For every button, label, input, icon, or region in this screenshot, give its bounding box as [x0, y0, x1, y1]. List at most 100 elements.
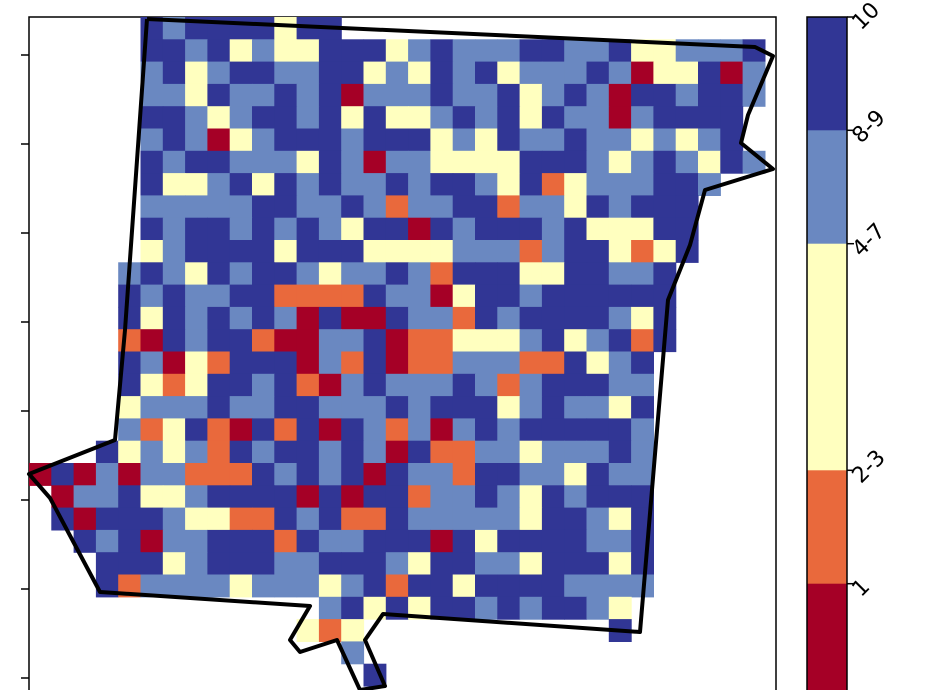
raster-cell	[318, 173, 342, 196]
raster-cell	[452, 529, 476, 553]
raster-cell	[185, 574, 208, 598]
raster-cell	[185, 195, 208, 219]
raster-cell	[385, 351, 409, 375]
raster-cell	[341, 61, 365, 85]
raster-cell	[564, 262, 588, 286]
raster-cell	[140, 240, 164, 263]
raster-cell	[608, 39, 632, 63]
raster-cell	[318, 306, 342, 330]
raster-cell	[519, 150, 543, 174]
raster-cell	[51, 463, 75, 486]
raster-cell	[519, 329, 543, 353]
raster-cell	[363, 396, 387, 419]
raster-cell	[95, 463, 119, 486]
raster-cell	[296, 574, 320, 598]
raster-cell	[296, 128, 320, 152]
raster-cell	[363, 440, 387, 464]
raster-cell	[475, 83, 498, 107]
raster-cell	[452, 507, 476, 531]
raster-cell	[608, 373, 632, 397]
raster-cell	[586, 463, 610, 486]
raster-cell	[497, 150, 521, 174]
raster-cell	[430, 262, 454, 286]
raster-cell	[452, 262, 476, 286]
raster-cell	[385, 83, 409, 107]
raster-cell	[608, 128, 632, 152]
raster-cell	[274, 195, 298, 219]
raster-cell	[341, 284, 365, 308]
raster-cell	[631, 195, 654, 219]
raster-cell	[229, 440, 253, 464]
raster-cell	[631, 240, 654, 263]
raster-cell	[385, 507, 409, 531]
raster-cell	[207, 507, 231, 531]
raster-cell	[586, 440, 610, 464]
raster-cell	[274, 529, 298, 553]
raster-cell	[497, 262, 521, 286]
colorbar-segment	[807, 17, 847, 131]
raster-cell	[229, 150, 253, 174]
raster-cell	[564, 150, 588, 174]
raster-cell	[497, 39, 521, 63]
raster-cell	[140, 529, 164, 553]
raster-cell	[675, 150, 699, 174]
raster-cell	[430, 596, 454, 620]
raster-cell	[519, 83, 543, 107]
raster-cell	[140, 173, 164, 196]
raster-cell	[185, 373, 208, 397]
raster-cell	[720, 61, 744, 85]
raster-cell	[408, 106, 431, 130]
raster-cell	[252, 440, 275, 464]
raster-cell	[274, 440, 298, 464]
raster-cell	[564, 507, 588, 531]
raster-cell	[452, 373, 476, 397]
raster-cell	[162, 574, 186, 598]
raster-cell	[140, 507, 164, 531]
raster-cell	[385, 329, 409, 353]
raster-cell	[363, 150, 387, 174]
raster-cell	[162, 61, 186, 85]
raster-cell	[363, 240, 387, 263]
raster-cell	[408, 529, 431, 553]
raster-cell	[586, 507, 610, 531]
raster-cell	[586, 552, 610, 576]
raster-cell	[475, 574, 498, 598]
raster-cell	[430, 507, 454, 531]
raster-cell	[408, 217, 431, 241]
raster-cell	[564, 128, 588, 152]
raster-cell	[430, 574, 454, 598]
raster-cell	[207, 373, 231, 397]
raster-cell	[385, 128, 409, 152]
raster-cell	[586, 39, 610, 63]
raster-cell	[140, 217, 164, 241]
raster-cell	[162, 463, 186, 486]
raster-cell	[675, 61, 699, 85]
raster-cell	[341, 440, 365, 464]
raster-cell	[162, 306, 186, 330]
raster-cell	[475, 306, 498, 330]
raster-cell	[118, 440, 142, 464]
raster-cell	[207, 306, 231, 330]
raster-cell	[519, 373, 543, 397]
raster-cell	[385, 463, 409, 486]
raster-cell	[385, 418, 409, 442]
raster-cell	[608, 463, 632, 486]
raster-cell	[341, 396, 365, 419]
raster-cell	[274, 373, 298, 397]
raster-cell	[185, 507, 208, 531]
raster-cell	[541, 485, 565, 509]
raster-cell	[185, 150, 208, 174]
raster-cell	[341, 173, 365, 196]
raster-cell	[363, 195, 387, 219]
raster-cell	[140, 329, 164, 353]
raster-cell	[519, 529, 543, 553]
raster-cell	[318, 552, 342, 576]
raster-cell	[564, 351, 588, 375]
raster-cell	[207, 440, 231, 464]
raster-cell	[564, 39, 588, 63]
raster-cell	[296, 173, 320, 196]
raster-cell	[497, 373, 521, 397]
raster-cell	[341, 463, 365, 486]
raster-cell	[252, 128, 275, 152]
raster-cell	[631, 552, 654, 576]
